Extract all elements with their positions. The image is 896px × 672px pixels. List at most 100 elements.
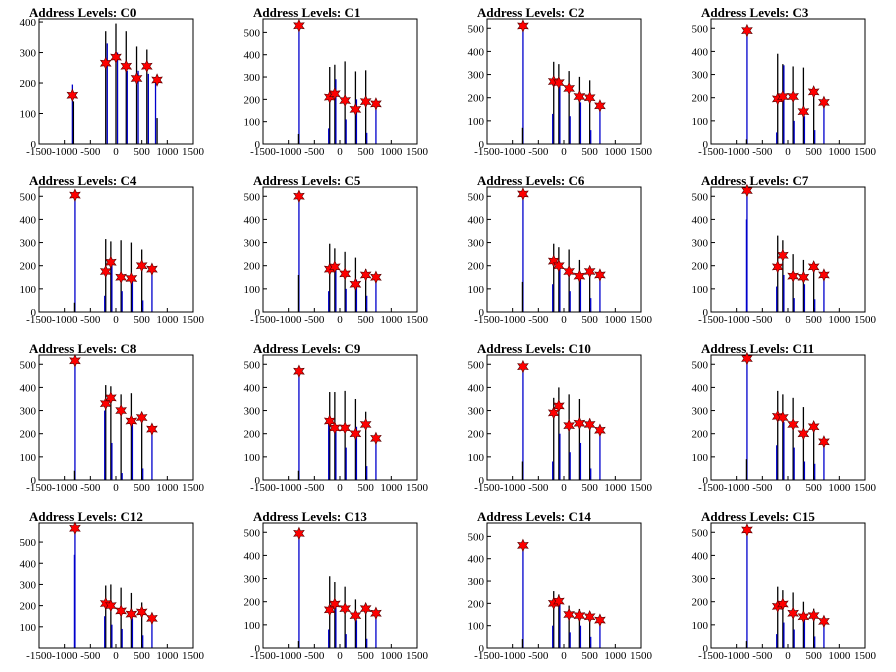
- y-tick-label: 300: [692, 70, 709, 82]
- x-tick-label: -500: [528, 482, 549, 494]
- peak-marker: [99, 56, 112, 70]
- peak-marker: [359, 417, 372, 432]
- peak-marker: [115, 604, 127, 618]
- y-tick-label: 0: [255, 307, 261, 319]
- peak-marker: [594, 268, 606, 282]
- peak-marker: [818, 268, 830, 282]
- axes-frame: [710, 522, 866, 649]
- chart-plot: 0 100 200 300 400 500 -1500 -1000 -500 0 500 1000 15…: [468, 18, 653, 158]
- x-tick-label: -1500: [474, 482, 500, 494]
- x-tick-label: 1500: [630, 314, 653, 326]
- y-tick-label: 200: [692, 93, 709, 105]
- x-tick-label: 0: [337, 314, 343, 326]
- y-tick-label: 500: [244, 191, 261, 203]
- x-tick-label: 1500: [406, 650, 429, 662]
- chart-title: Address Levels: C14: [477, 509, 591, 524]
- x-tick-label: -1000: [52, 314, 78, 326]
- y-tick-label: 400: [20, 214, 37, 226]
- peak-marker: [573, 416, 586, 431]
- x-tick-label: 1000: [604, 650, 627, 662]
- chart-plot: 0 100 200 300 400 500 -1500 -1000 -500 0 500 1000 15…: [20, 354, 205, 494]
- x-tick-label: -500: [528, 314, 549, 326]
- x-tick-label: 1000: [604, 314, 627, 326]
- peak-marker: [787, 417, 799, 432]
- peak-marker: [594, 423, 606, 437]
- peak-marker: [115, 403, 127, 418]
- x-tick-label: 1500: [854, 650, 877, 662]
- axes-frame: [710, 18, 866, 145]
- x-tick-label: -1000: [276, 314, 302, 326]
- peak-marker: [140, 59, 153, 74]
- chart-panel-c8: Address Levels: C8 0 100 200 300 400 500 -1500-…: [0, 336, 224, 504]
- y-tick-label: 500: [468, 531, 485, 543]
- x-tick-label: 0: [785, 650, 791, 662]
- peak-marker: [594, 99, 606, 113]
- chart-panel-c14: Address Levels: C14 0 100 200 300 400 500 -1500…: [448, 504, 672, 672]
- peak-marker: [807, 420, 820, 434]
- x-tick-label: 1500: [406, 146, 429, 158]
- chart-title: Address Levels: C12: [29, 509, 143, 524]
- y-tick-label: 300: [244, 406, 261, 418]
- x-tick-label: 1500: [630, 650, 653, 662]
- chart-title: Address Levels: C5: [253, 173, 361, 188]
- chart-plot: 0 100 200 300 400 500 -1500 -1000 -500 0 500 1000 15…: [468, 522, 653, 662]
- peak-marker: [517, 359, 529, 374]
- axes-frame: [486, 18, 642, 145]
- x-tick-label: 1500: [182, 146, 205, 158]
- y-tick-label: 400: [20, 17, 37, 29]
- x-tick-label: -1500: [250, 650, 276, 662]
- x-tick-label: 1500: [182, 314, 205, 326]
- axes-frame: [486, 354, 642, 481]
- y-tick-label: 500: [244, 27, 261, 39]
- y-tick-label: 400: [468, 46, 485, 58]
- x-tick-label: 0: [113, 650, 119, 662]
- peak-marker: [349, 426, 362, 441]
- x-tick-label: -1500: [698, 314, 724, 326]
- chart-plot: 0 100 200 300 400 -1500 -1000 -500 0 500 1000 1500: [20, 17, 205, 158]
- y-tick-label: 500: [468, 23, 485, 35]
- x-tick-label: -1000: [724, 482, 750, 494]
- y-tick-label: 100: [20, 109, 37, 121]
- axes-frame: [262, 522, 418, 649]
- y-tick-label: 100: [20, 284, 37, 296]
- x-tick-label: 1000: [156, 482, 179, 494]
- y-tick-label: 0: [479, 475, 485, 487]
- y-tick-label: 100: [20, 622, 37, 634]
- peak-marker: [115, 270, 127, 285]
- x-tick-label: 1000: [156, 146, 179, 158]
- y-tick-label: 0: [479, 643, 485, 655]
- peak-marker: [563, 607, 575, 622]
- y-tick-label: 300: [468, 406, 485, 418]
- peak-marker: [151, 73, 163, 87]
- x-tick-label: -1500: [26, 482, 52, 494]
- peak-marker: [573, 269, 586, 283]
- chart-panel-c5: Address Levels: C5 0 100 200 300 400 500 -1500-…: [224, 168, 448, 336]
- x-tick-label: 0: [337, 146, 343, 158]
- y-tick-label: 100: [244, 284, 261, 296]
- chart-title: Address Levels: C8: [29, 341, 137, 356]
- y-tick-label: 300: [20, 238, 37, 250]
- x-tick-label: -1000: [724, 146, 750, 158]
- peak-marker: [370, 606, 382, 621]
- peak-marker: [359, 601, 372, 616]
- peak-marker: [797, 104, 810, 119]
- chart-plot: 0 100 200 300 400 500 -1500 -1000 -500 0 500 1000 15…: [692, 183, 877, 326]
- x-tick-label: -1500: [474, 314, 500, 326]
- peak-marker: [583, 417, 596, 432]
- peak-marker: [359, 268, 372, 282]
- y-tick-label: 0: [255, 643, 261, 655]
- x-tick-label: -500: [528, 650, 549, 662]
- y-tick-label: 200: [692, 429, 709, 441]
- peak-marker: [349, 102, 362, 117]
- x-tick-label: -1500: [474, 146, 500, 158]
- y-tick-label: 0: [255, 475, 261, 487]
- x-tick-label: 500: [357, 146, 374, 158]
- peak-marker: [105, 598, 117, 613]
- peak-marker: [517, 19, 529, 33]
- y-tick-label: 100: [468, 116, 485, 128]
- x-tick-label: 1000: [604, 482, 627, 494]
- y-tick-label: 100: [692, 284, 709, 296]
- y-tick-label: 0: [479, 139, 485, 151]
- peak-marker: [125, 607, 138, 621]
- y-tick-label: 0: [31, 307, 37, 319]
